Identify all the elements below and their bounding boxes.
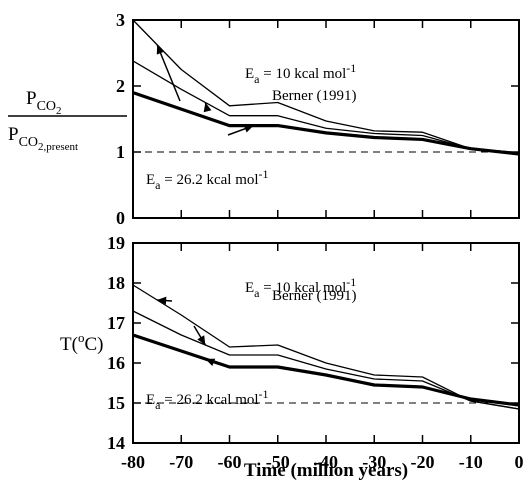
y-tick-label: 3 bbox=[116, 10, 125, 30]
svg-text:PCO2: PCO2 bbox=[26, 88, 62, 117]
x-tick-label: -60 bbox=[218, 452, 242, 472]
annotation-label: Ea = 10 kcal mol-1 bbox=[245, 275, 356, 300]
annotation-arrow bbox=[156, 44, 181, 102]
ylabel-num-p: P bbox=[26, 88, 37, 109]
ylabel-c: C) bbox=[84, 334, 103, 355]
plot-frame bbox=[132, 242, 520, 444]
x-tick-label: -10 bbox=[459, 452, 483, 472]
annotation-label: Ea = 10 kcal mol-1 bbox=[245, 61, 356, 86]
panel-temperature: T(oC) Time (million years) 14 15 16 17 18 19 -… bbox=[60, 233, 524, 481]
annotation-arrowhead bbox=[157, 296, 167, 305]
y-tick-label: 15 bbox=[107, 393, 125, 413]
annotation-label-sup: -1 bbox=[346, 275, 356, 289]
y-tick-label: 14 bbox=[107, 433, 125, 453]
y-tick-label: 1 bbox=[116, 142, 125, 162]
annotation-label-main: E bbox=[146, 172, 155, 188]
annotation-arrowhead bbox=[243, 124, 254, 133]
annotation-label-rest: = 26.2 kcal mol bbox=[161, 392, 259, 408]
ylabel-den-sub2: 2,present bbox=[38, 141, 78, 153]
ylabel-num-sub: CO bbox=[37, 99, 56, 114]
plot-frame bbox=[132, 19, 520, 219]
series-line bbox=[132, 333, 520, 407]
annotation-label-sup: -1 bbox=[259, 387, 269, 401]
ylabel-den-p: P bbox=[8, 124, 19, 145]
annotation-label: Berner (1991) bbox=[272, 88, 357, 104]
annotation-arrowhead bbox=[197, 335, 206, 345]
annotation-arrowhead bbox=[156, 44, 165, 55]
annotation-label-sub: a bbox=[155, 398, 161, 412]
series-line bbox=[132, 91, 520, 156]
x-axis-label: Time (million years) bbox=[244, 460, 408, 481]
ylabel-num-sub2: 2 bbox=[56, 105, 62, 117]
annotation-label-rest: = 10 kcal mol bbox=[260, 280, 347, 296]
ylabel-degree: o bbox=[78, 330, 85, 345]
annotation-label-main: E bbox=[245, 66, 254, 82]
annotation-label: Berner (1991) bbox=[272, 288, 357, 304]
annotation-label-main: Berner (1991) bbox=[272, 88, 357, 104]
y-tick-label: 0 bbox=[116, 208, 125, 228]
y-tick-label: 18 bbox=[107, 273, 125, 293]
y-axis-label: T(oC) bbox=[60, 330, 103, 355]
annotation-arrowhead bbox=[205, 358, 216, 367]
annotation-label-main: Berner (1991) bbox=[272, 288, 357, 304]
x-tick-label: -30 bbox=[362, 452, 386, 472]
annotation-label-sup: -1 bbox=[346, 61, 356, 75]
y-tick-label: 16 bbox=[107, 353, 125, 373]
y-axis-label: PCO2 PCO2,present bbox=[8, 88, 127, 153]
annotation-label-sup: -1 bbox=[259, 167, 269, 181]
annotation-label-sub: a bbox=[254, 286, 260, 300]
annotation-label-rest: = 10 kcal mol bbox=[260, 66, 347, 82]
annotation-label-main: E bbox=[245, 280, 254, 296]
x-tick-label: -20 bbox=[411, 452, 435, 472]
svg-text:PCO2,present: PCO2,present bbox=[8, 124, 78, 153]
annotation-arrowhead bbox=[203, 102, 212, 113]
x-tick-label: -70 bbox=[169, 452, 193, 472]
ylabel-den-sub: CO bbox=[19, 135, 38, 150]
y-tick-label: 17 bbox=[107, 313, 125, 333]
annotation-label-sub: a bbox=[155, 178, 161, 192]
x-tick-label: 0 bbox=[515, 452, 524, 472]
x-tick-label: -40 bbox=[314, 452, 338, 472]
x-tick-label: -80 bbox=[121, 452, 145, 472]
x-tick-label: -50 bbox=[266, 452, 290, 472]
annotation-label: Ea = 26.2 kcal mol-1 bbox=[146, 387, 269, 412]
y-tick-label: 2 bbox=[116, 76, 125, 96]
annotation-label: Ea = 26.2 kcal mol-1 bbox=[146, 167, 269, 192]
series-line bbox=[132, 19, 520, 154]
annotation-label-main: E bbox=[146, 392, 155, 408]
annotation-label-sub: a bbox=[254, 72, 260, 86]
y-tick-label: 19 bbox=[107, 233, 125, 253]
series-line bbox=[132, 284, 520, 410]
ylabel-t: T( bbox=[60, 334, 78, 355]
annotation-label-rest: = 26.2 kcal mol bbox=[161, 172, 259, 188]
